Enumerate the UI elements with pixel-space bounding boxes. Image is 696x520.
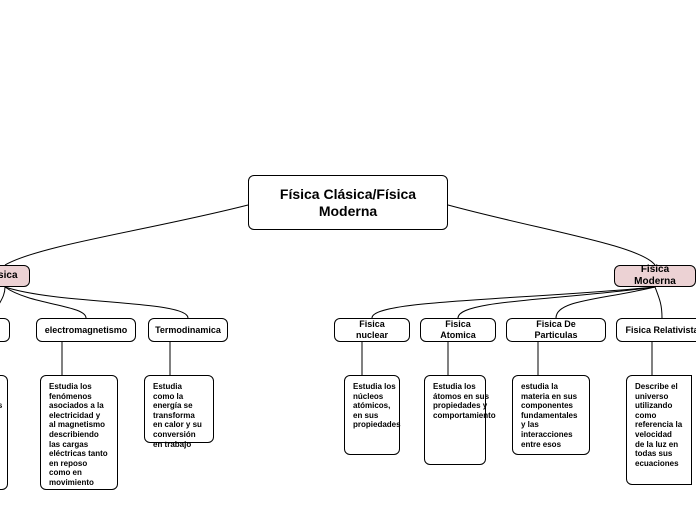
desc-particulas: estudia la materia en sus componentes fu… bbox=[512, 375, 590, 455]
desc-relativista: Describe el universo utilizando como ref… bbox=[626, 375, 692, 485]
node-termodinamica: Termodinamica bbox=[148, 318, 228, 342]
desc-termodinamica: Estudia como la energía se transforma en… bbox=[144, 375, 214, 443]
branch-moderna-label: Fisica Moderna bbox=[623, 264, 687, 288]
node-leftcut bbox=[0, 318, 10, 342]
node-particulas: Fisica De Particulas bbox=[506, 318, 606, 342]
root-label: Física Clásica/Física Moderna bbox=[257, 186, 439, 220]
desc-nuclear: Estudia los núcleos atómicos, en sus pro… bbox=[344, 375, 400, 455]
node-atomica: Fisica Atomica bbox=[420, 318, 496, 342]
desc-atomica: Estudia los átomos en sus propiedades y … bbox=[424, 375, 486, 465]
branch-clasica: asica bbox=[0, 265, 30, 287]
branch-clasica-label: asica bbox=[0, 270, 18, 282]
node-nuclear: Fisica nuclear bbox=[334, 318, 410, 342]
desc-electromagnetismo: Estudia los fenómenos asociados a la ele… bbox=[40, 375, 118, 490]
node-electromagnetismo: electromagnetismo bbox=[36, 318, 136, 342]
root-node: Física Clásica/Física Moderna bbox=[248, 175, 448, 230]
desc-leftcut: o, ue cas bbox=[0, 375, 8, 490]
branch-moderna: Fisica Moderna bbox=[614, 265, 696, 287]
node-relativista: Fisica Relativista bbox=[616, 318, 696, 342]
